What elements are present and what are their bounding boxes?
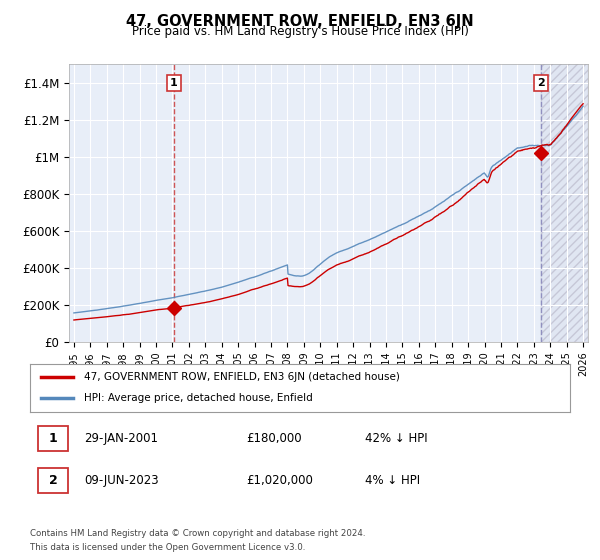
FancyBboxPatch shape xyxy=(38,426,68,451)
Text: This data is licensed under the Open Government Licence v3.0.: This data is licensed under the Open Gov… xyxy=(30,543,305,552)
Text: 4% ↓ HPI: 4% ↓ HPI xyxy=(365,474,420,487)
Text: Contains HM Land Registry data © Crown copyright and database right 2024.: Contains HM Land Registry data © Crown c… xyxy=(30,529,365,538)
Text: 47, GOVERNMENT ROW, ENFIELD, EN3 6JN (detached house): 47, GOVERNMENT ROW, ENFIELD, EN3 6JN (de… xyxy=(84,372,400,382)
Text: £180,000: £180,000 xyxy=(246,432,302,445)
Text: Price paid vs. HM Land Registry's House Price Index (HPI): Price paid vs. HM Land Registry's House … xyxy=(131,25,469,38)
FancyBboxPatch shape xyxy=(38,468,68,493)
Text: 1: 1 xyxy=(49,432,58,445)
Text: £1,020,000: £1,020,000 xyxy=(246,474,313,487)
Text: 2: 2 xyxy=(537,78,545,88)
Text: 09-JUN-2023: 09-JUN-2023 xyxy=(84,474,158,487)
Text: 47, GOVERNMENT ROW, ENFIELD, EN3 6JN: 47, GOVERNMENT ROW, ENFIELD, EN3 6JN xyxy=(126,14,474,29)
Text: HPI: Average price, detached house, Enfield: HPI: Average price, detached house, Enfi… xyxy=(84,393,313,403)
Text: 29-JAN-2001: 29-JAN-2001 xyxy=(84,432,158,445)
Text: 42% ↓ HPI: 42% ↓ HPI xyxy=(365,432,427,445)
Text: 2: 2 xyxy=(49,474,58,487)
Text: 1: 1 xyxy=(170,78,178,88)
